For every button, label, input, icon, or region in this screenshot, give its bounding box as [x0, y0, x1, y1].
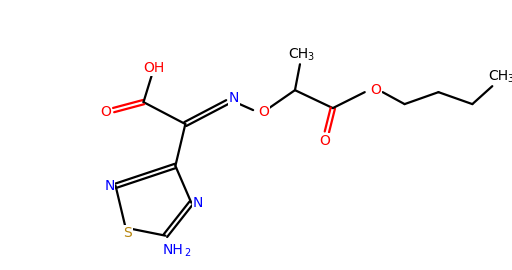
Text: 2: 2 [184, 248, 190, 258]
Text: O: O [370, 83, 381, 97]
Text: CH: CH [288, 47, 308, 61]
Text: S: S [123, 226, 132, 240]
Text: N: N [104, 179, 115, 193]
Text: N: N [229, 91, 240, 105]
Text: O: O [100, 105, 111, 119]
Text: NH: NH [163, 243, 184, 256]
Text: O: O [319, 134, 330, 148]
Text: 3: 3 [507, 74, 512, 84]
Text: CH: CH [488, 69, 508, 83]
Text: O: O [259, 105, 269, 119]
Text: N: N [193, 196, 203, 210]
Text: OH: OH [143, 61, 164, 75]
Text: 3: 3 [307, 52, 313, 62]
